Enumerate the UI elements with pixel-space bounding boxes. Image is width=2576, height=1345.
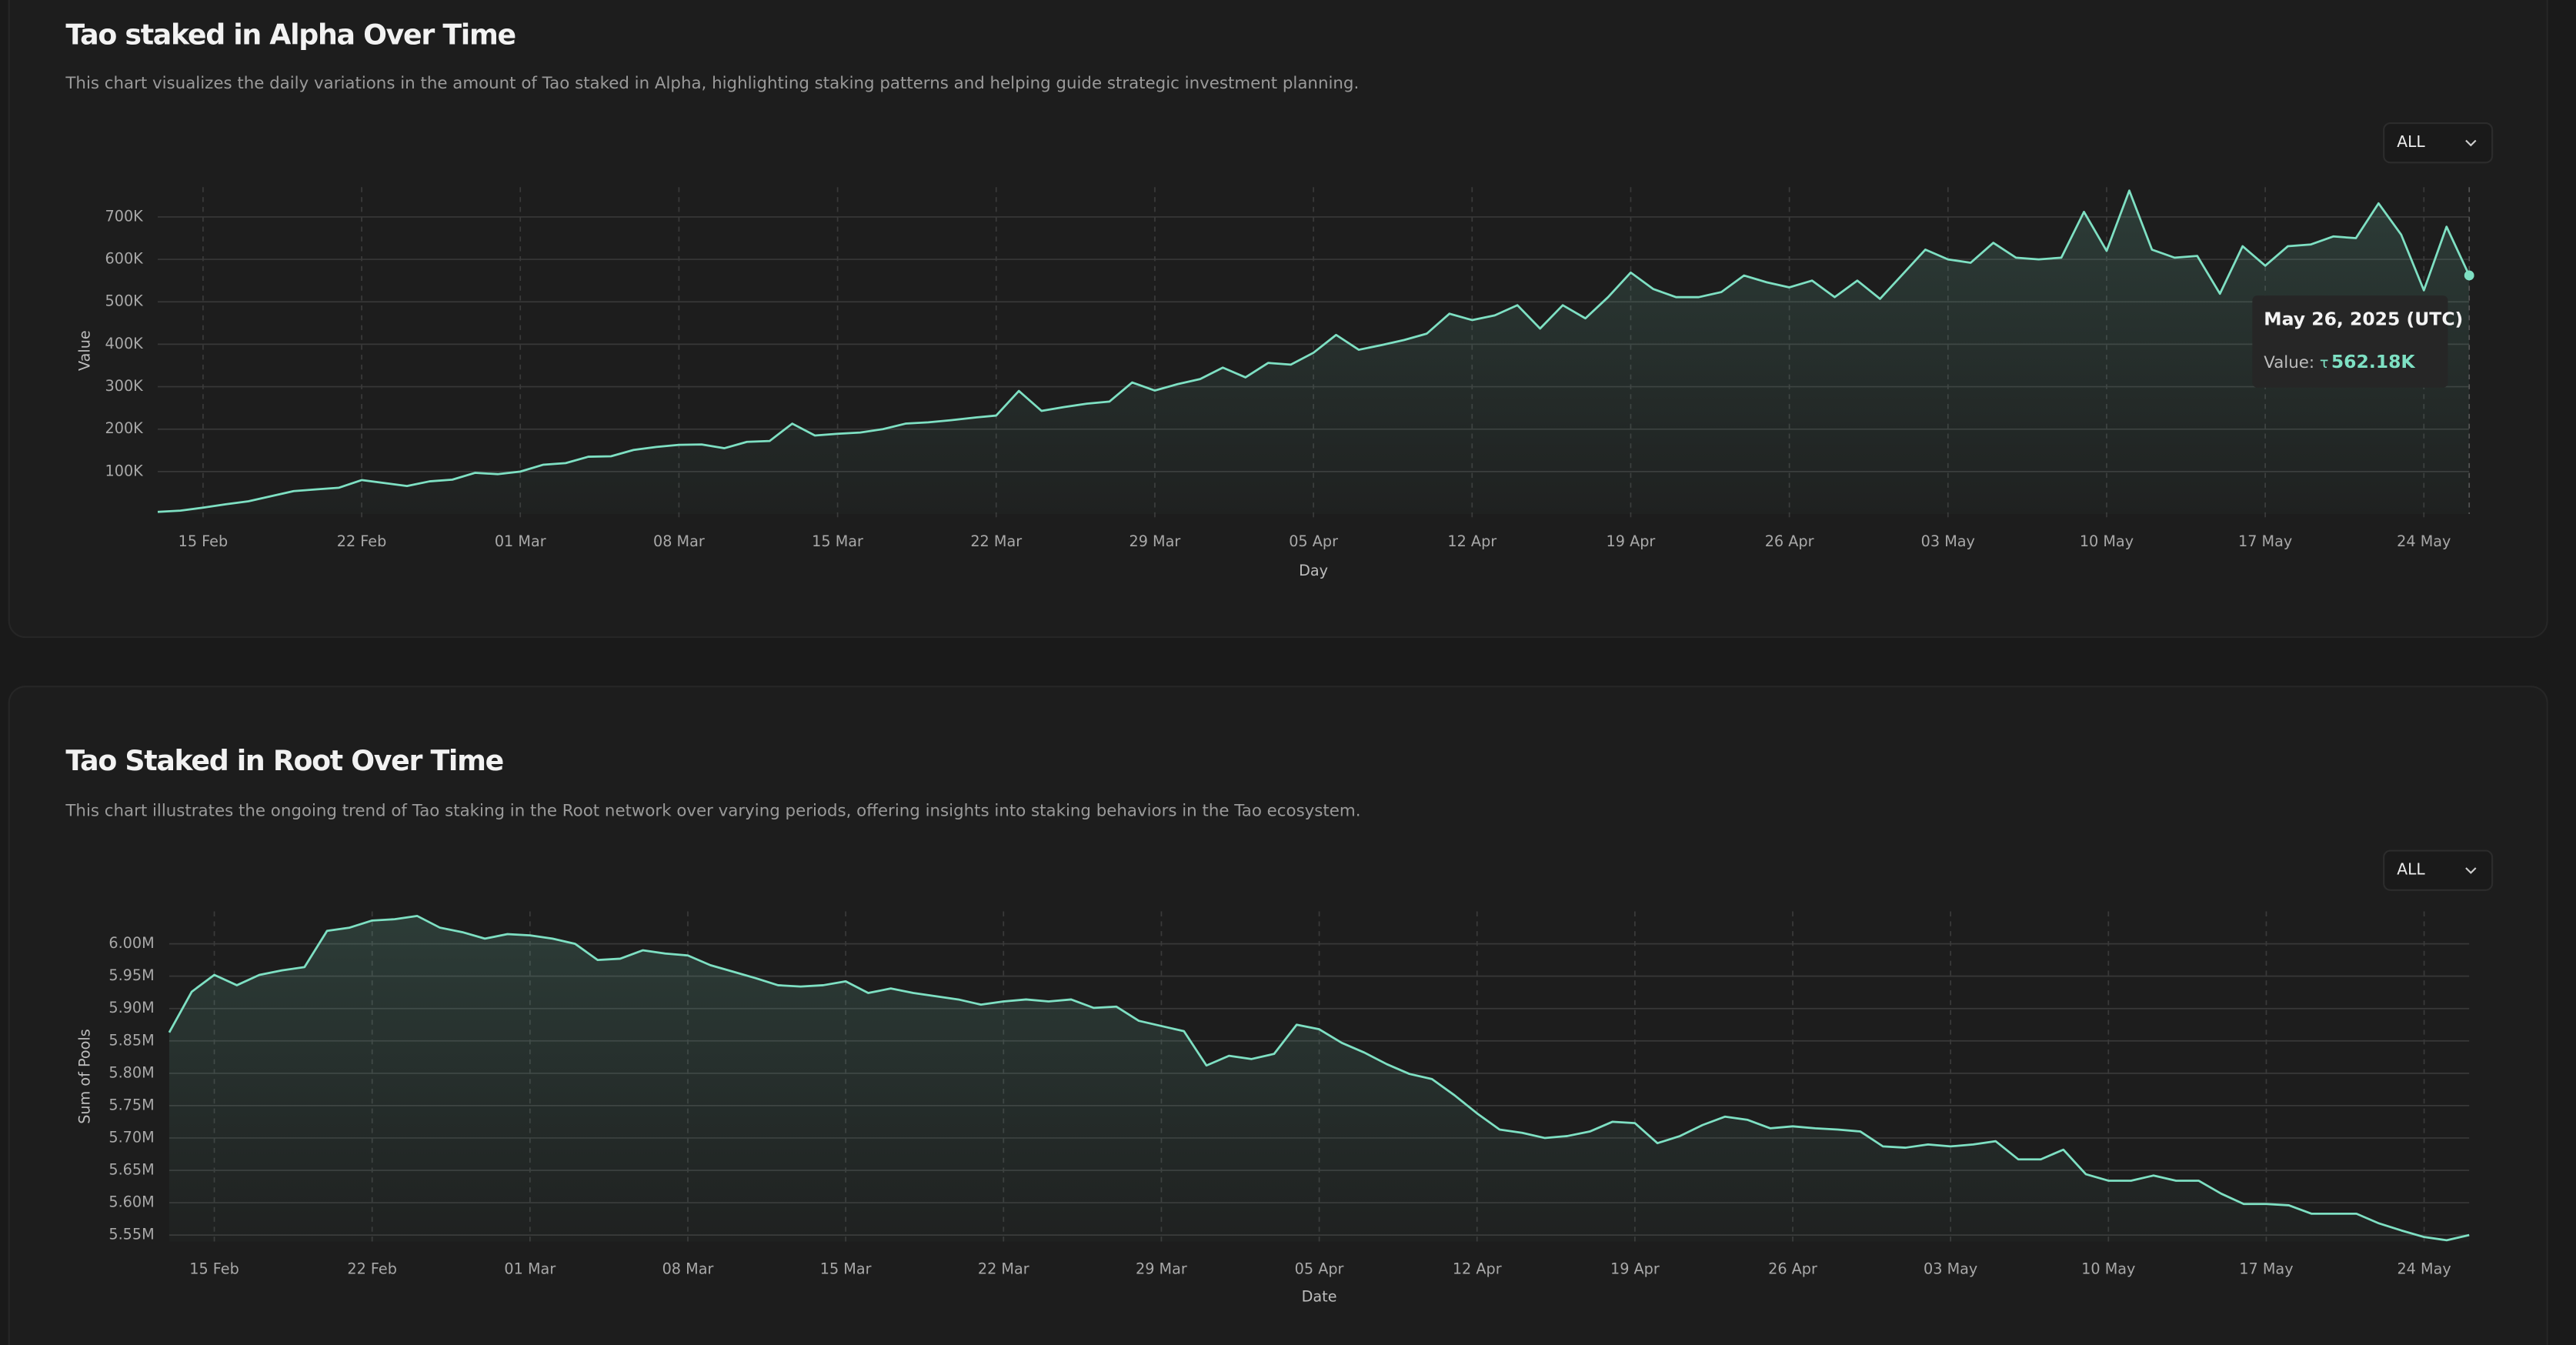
dropdown-chevron[interactable] [2465, 867, 2477, 874]
x-tick-label: 15 Mar [820, 1260, 872, 1277]
x-tick-label: 15 Feb [189, 1260, 239, 1277]
x-tick-label: 22 Mar [970, 532, 1022, 550]
dropdown-chevron[interactable] [2465, 139, 2477, 147]
tooltip-label: Value: [2264, 353, 2314, 372]
chart-title: Tao staked in Alpha Over Time [65, 18, 515, 52]
chart-description: This chart visualizes the daily variatio… [65, 74, 1359, 93]
y-tick-label: 5.60M [108, 1193, 154, 1211]
y-tick-label: 5.70M [108, 1128, 154, 1146]
x-tick-label: 22 Feb [337, 532, 387, 550]
tooltip-date: May 26, 2025 (UTC) [2264, 309, 2463, 330]
x-tick-label: 08 Mar [662, 1260, 714, 1277]
x-tick-label: 15 Mar [812, 532, 863, 550]
hover-point [2464, 270, 2474, 281]
y-tick-label: 5.55M [108, 1226, 154, 1243]
x-tick-label: 01 Mar [495, 532, 546, 550]
y-tick-label: 500K [105, 292, 144, 310]
x-tick-label: 19 Apr [1607, 532, 1656, 550]
x-tick-label: 03 May [1924, 1260, 1977, 1277]
y-tick-label: 700K [105, 207, 144, 225]
x-tick-label: 10 May [2080, 532, 2134, 550]
y-tick-label: 100K [105, 462, 144, 479]
x-tick-label: 19 Apr [1610, 1260, 1660, 1277]
x-tick-label: 29 Mar [1130, 532, 1181, 550]
area [157, 190, 2470, 515]
x-tick-label: 05 Apr [1295, 1260, 1344, 1277]
tooltip-box [2252, 295, 2448, 388]
dropdown-box[interactable] [2383, 849, 2494, 891]
range-dropdown[interactable]: ALL [2383, 122, 2494, 164]
x-tick-label: 17 May [2238, 532, 2292, 550]
x-tick-label: 15 Feb [179, 532, 229, 550]
y-axis-title: Value [76, 330, 94, 371]
dropdown-box[interactable] [2383, 122, 2494, 164]
x-tick-label: 29 Mar [1136, 1260, 1187, 1277]
x-tick-label: 24 May [2397, 532, 2451, 550]
x-tick-label: 17 May [2239, 1260, 2293, 1277]
tooltip-value: 562.18K [2331, 351, 2416, 372]
chart-title: Tao Staked in Root Over Time [65, 744, 503, 777]
x-tick-label: 22 Feb [347, 1260, 397, 1277]
tooltip: May 26, 2025 (UTC) Value: τ 562.18K [2252, 295, 2463, 388]
tooltip-unit: τ [2320, 354, 2329, 372]
x-tick-label: 26 Apr [1768, 1260, 1817, 1277]
x-tick-label: 12 Apr [1447, 532, 1497, 550]
x-tick-label: 26 Apr [1765, 532, 1814, 550]
y-tick-label: 6.00M [108, 934, 154, 952]
x-tick-label: 08 Mar [653, 532, 705, 550]
x-tick-label: 10 May [2081, 1260, 2135, 1277]
x-axis-title: Day [1299, 562, 1328, 579]
y-tick-label: 5.85M [108, 1031, 154, 1049]
dropdown-label[interactable]: ALL [2397, 132, 2425, 151]
x-axis-title: Date [1302, 1288, 1337, 1306]
x-tick-label: 01 Mar [504, 1260, 556, 1277]
x-tick-label: 24 May [2397, 1260, 2451, 1277]
y-tick-label: 5.65M [108, 1161, 154, 1179]
y-tick-label: 400K [105, 335, 144, 352]
range-dropdown[interactable]: ALL [2383, 849, 2494, 891]
y-tick-label: 200K [105, 419, 144, 437]
dropdown-label[interactable]: ALL [2397, 860, 2425, 879]
x-tick-label: 12 Apr [1453, 1260, 1502, 1277]
y-tick-label: 600K [105, 250, 144, 268]
x-tick-label: 22 Mar [978, 1260, 1029, 1277]
x-tick-label: 05 Apr [1289, 532, 1338, 550]
y-tick-label: 5.95M [108, 966, 154, 984]
area [169, 916, 2470, 1242]
y-tick-label: 5.90M [108, 999, 154, 1016]
y-axis-title: Sum of Pools [76, 1029, 94, 1124]
x-tick-label: 03 May [1921, 532, 1975, 550]
y-tick-label: 300K [105, 377, 144, 395]
line [157, 189, 2471, 513]
y-tick-label: 5.80M [108, 1063, 154, 1081]
chart-description: This chart illustrates the ongoing trend… [65, 802, 1360, 821]
line [168, 915, 2470, 1242]
y-tick-label: 5.75M [108, 1096, 154, 1113]
